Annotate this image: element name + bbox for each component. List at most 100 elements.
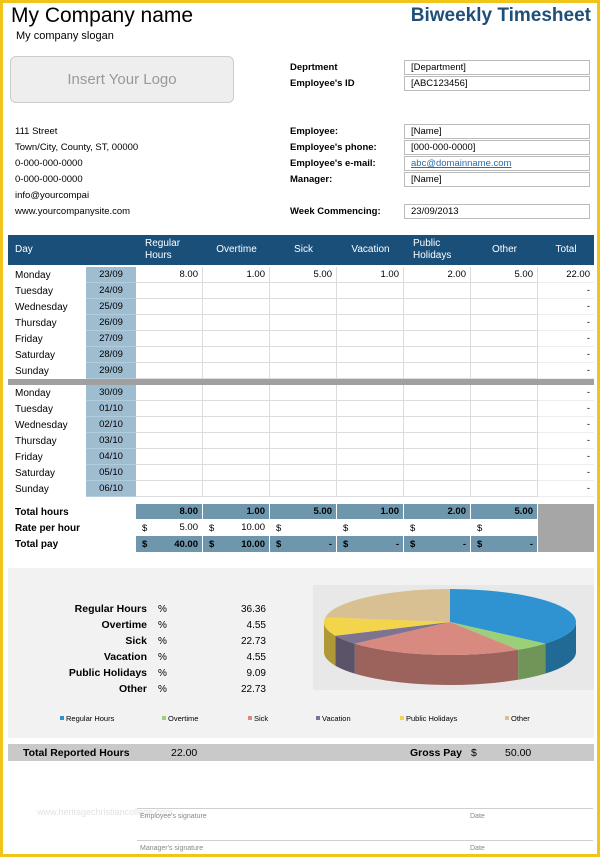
field-label: Deprtment	[290, 61, 338, 73]
hours-cell: 1.00	[337, 267, 404, 283]
field-label: Employee's ID	[290, 77, 355, 89]
date: 03/10	[86, 433, 136, 449]
totals-cell	[471, 520, 538, 536]
pie-slice	[450, 589, 576, 644]
field-value: [Name]	[404, 124, 590, 139]
column-header: Total	[555, 244, 577, 255]
day: Monday	[15, 269, 51, 281]
hours-cell	[337, 417, 404, 433]
hours-cell	[203, 283, 270, 299]
pie-side	[518, 643, 546, 680]
pie-side	[545, 622, 576, 674]
hours-cell	[471, 331, 538, 347]
hours-cell	[337, 299, 404, 315]
legend-swatch	[248, 716, 252, 720]
date: 26/09	[86, 315, 136, 331]
signature-line	[137, 808, 593, 809]
footer-value: 50.00	[505, 746, 532, 759]
totals-label: Total hours	[15, 506, 69, 518]
day: Tuesday	[15, 403, 53, 415]
footer-label: Total Reported Hours	[23, 746, 130, 759]
hours-cell	[337, 347, 404, 363]
hours-cell	[203, 465, 270, 481]
date: 29/09	[86, 363, 136, 379]
legend-label: Vacation	[322, 713, 351, 723]
address-line: www.yourcompanysite.com	[15, 205, 131, 217]
totals-cell: 1.00	[337, 504, 404, 520]
currency: $	[410, 522, 416, 534]
date: 28/09	[86, 347, 136, 363]
hours-cell	[471, 449, 538, 465]
field-value: abc@domainname.com	[404, 156, 590, 171]
date: 01/10	[86, 401, 136, 417]
legend-label: Sick	[254, 713, 269, 723]
signature-line	[137, 840, 593, 841]
hours-cell	[337, 283, 404, 299]
column-header: Other	[491, 244, 517, 255]
field-label: Employee's e-mail:	[290, 157, 376, 169]
hours-cell	[136, 481, 203, 497]
row-total: -	[538, 449, 594, 465]
legend-label: Public Holidays	[406, 713, 458, 723]
pie-side	[354, 643, 519, 685]
hours-cell	[404, 385, 471, 401]
column-header: Public Holidays	[413, 238, 452, 261]
summary-unit: %	[158, 619, 167, 631]
hours-cell	[203, 347, 270, 363]
date: 23/09	[86, 267, 136, 283]
hours-cell	[136, 417, 203, 433]
field-label: Manager:	[290, 173, 333, 185]
legend-label: Other	[511, 713, 530, 723]
totals-cell: 5.00	[270, 504, 337, 520]
legend-label: Overtime	[168, 713, 199, 723]
hours-cell	[203, 401, 270, 417]
summary-value: 22.73	[240, 683, 266, 695]
hours-cell	[471, 315, 538, 331]
row-total: -	[538, 385, 594, 401]
currency: $	[343, 522, 349, 534]
day: Sunday	[15, 365, 49, 377]
legend-swatch	[60, 716, 64, 720]
day: Wednesday	[15, 419, 68, 431]
hours-cell	[270, 347, 337, 363]
hours-cell	[136, 331, 203, 347]
hours-cell	[136, 315, 203, 331]
pie-slice	[450, 622, 546, 650]
field-value: [ABC123456]	[404, 76, 590, 91]
day: Tuesday	[15, 285, 53, 297]
totals-cell: 5.00	[471, 504, 538, 520]
table-header	[8, 235, 594, 265]
hours-cell	[136, 401, 203, 417]
totals-cell: 1.00	[203, 504, 270, 520]
pie-slice	[335, 622, 450, 644]
row-total: -	[538, 347, 594, 363]
hours-cell	[404, 417, 471, 433]
hours-cell	[404, 433, 471, 449]
hours-cell: 8.00	[136, 267, 203, 283]
hours-cell	[404, 331, 471, 347]
day: Sunday	[15, 483, 49, 495]
hours-cell	[471, 347, 538, 363]
date: 25/09	[86, 299, 136, 315]
hours-cell	[471, 481, 538, 497]
hours-cell	[270, 449, 337, 465]
summary-value: 4.55	[246, 651, 266, 663]
totals-cell: -	[471, 536, 538, 552]
pie-chart	[324, 589, 576, 685]
row-total: -	[538, 465, 594, 481]
summary-label: Sick	[125, 635, 147, 647]
field-label: Employee:	[290, 125, 339, 137]
address-line: 0-000-000-0000	[15, 157, 83, 169]
summary-unit: %	[158, 635, 167, 647]
row-total: -	[538, 401, 594, 417]
hours-cell	[337, 331, 404, 347]
date: 05/10	[86, 465, 136, 481]
hours-cell	[270, 363, 337, 379]
summary-value: 22.73	[240, 635, 266, 647]
hours-cell	[404, 401, 471, 417]
field-value: [000-000-0000]	[404, 140, 590, 155]
summary-unit: %	[158, 667, 167, 679]
hours-cell	[404, 449, 471, 465]
hours-cell	[270, 417, 337, 433]
hours-cell	[471, 385, 538, 401]
